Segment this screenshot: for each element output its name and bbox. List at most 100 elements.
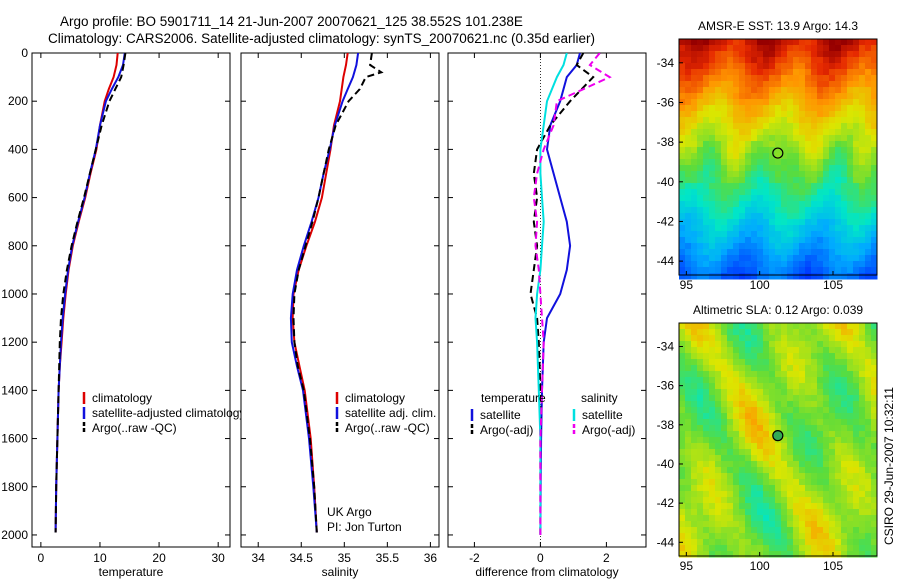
map-cell — [721, 503, 728, 510]
map-cell — [817, 551, 824, 558]
map-cell — [787, 87, 794, 94]
map-cell — [853, 177, 860, 184]
map-cell — [763, 231, 770, 238]
map-cell — [805, 219, 812, 226]
map-cell — [757, 455, 764, 462]
map-cell — [763, 551, 770, 558]
map-cell — [709, 159, 716, 166]
map-cell — [691, 383, 698, 390]
map-cell — [733, 353, 740, 360]
map-cell — [841, 449, 848, 456]
map-cell — [715, 213, 722, 220]
map-cell — [745, 443, 752, 450]
map-cell — [685, 165, 692, 172]
map-cell — [799, 87, 806, 94]
map-cell — [817, 383, 824, 390]
map-cell — [763, 389, 770, 396]
map-cell — [745, 491, 752, 498]
map-cell — [865, 473, 872, 480]
map-cell — [727, 225, 734, 232]
map-cell — [703, 267, 710, 274]
map-cell — [823, 539, 830, 546]
map-cell — [859, 443, 866, 450]
map-cell — [853, 389, 860, 396]
map-cell — [721, 491, 728, 498]
map-cell — [775, 371, 782, 378]
map-cell — [859, 219, 866, 226]
map-cell — [697, 539, 704, 546]
map-cell — [871, 57, 878, 64]
map-cell — [709, 395, 716, 402]
map-cell — [799, 497, 806, 504]
map-cell — [775, 449, 782, 456]
map-cell — [727, 111, 734, 118]
map-cell — [853, 261, 860, 268]
map-cell — [805, 195, 812, 202]
map-cell — [823, 515, 830, 522]
map-cell — [709, 467, 716, 474]
map-cell — [853, 497, 860, 504]
map-cell — [745, 153, 752, 160]
map-cell — [733, 153, 740, 160]
map-cell — [775, 213, 782, 220]
map-cell — [805, 87, 812, 94]
map-cell — [859, 141, 866, 148]
map-cell — [829, 539, 836, 546]
map-cell — [757, 401, 764, 408]
map-cell — [727, 117, 734, 124]
map-cell — [757, 267, 764, 274]
map-cell — [817, 261, 824, 268]
map-cell — [829, 147, 836, 154]
map-cell — [727, 123, 734, 130]
map-cell — [769, 213, 776, 220]
map-cell — [733, 183, 740, 190]
map-cell — [679, 39, 686, 46]
map-cell — [691, 75, 698, 82]
map-cell — [787, 395, 794, 402]
map-cell — [757, 533, 764, 540]
map-cell — [811, 243, 818, 250]
map-cell — [757, 183, 764, 190]
map-cell — [757, 213, 764, 220]
map-cell — [709, 237, 716, 244]
map-cell — [739, 389, 746, 396]
map-cell — [799, 413, 806, 420]
map-cell — [697, 365, 704, 372]
map-cell — [691, 87, 698, 94]
map-cell — [691, 93, 698, 100]
map-cell — [745, 93, 752, 100]
map-frame — [678, 38, 878, 276]
map-cell — [703, 213, 710, 220]
map-cell — [823, 551, 830, 558]
map-cell — [763, 353, 770, 360]
y-tick-label: 1400 — [1, 383, 28, 397]
map-cell — [853, 117, 860, 124]
map-y-tick-label: -34 — [657, 56, 675, 70]
map-cell — [823, 395, 830, 402]
map-cell — [823, 57, 830, 64]
map-cell — [847, 455, 854, 462]
map-cell — [685, 347, 692, 354]
map-cell — [715, 539, 722, 546]
map-cell — [865, 249, 872, 256]
map-cell — [727, 533, 734, 540]
map-cell — [745, 237, 752, 244]
map-cell — [805, 273, 812, 280]
map-cell — [745, 219, 752, 226]
map-cell — [859, 377, 866, 384]
map-cell — [781, 81, 788, 88]
map-cell — [685, 135, 692, 142]
map-cell — [679, 377, 686, 384]
map-cell — [697, 207, 704, 214]
map-cell — [745, 99, 752, 106]
map-cell — [709, 551, 716, 558]
map-cell — [829, 87, 836, 94]
map-cell — [823, 347, 830, 354]
map-cell — [769, 443, 776, 450]
map-cell — [709, 135, 716, 142]
map-cell — [811, 371, 818, 378]
map-cell — [829, 437, 836, 444]
map-cell — [733, 135, 740, 142]
map-cell — [733, 383, 740, 390]
map-cell — [853, 129, 860, 136]
